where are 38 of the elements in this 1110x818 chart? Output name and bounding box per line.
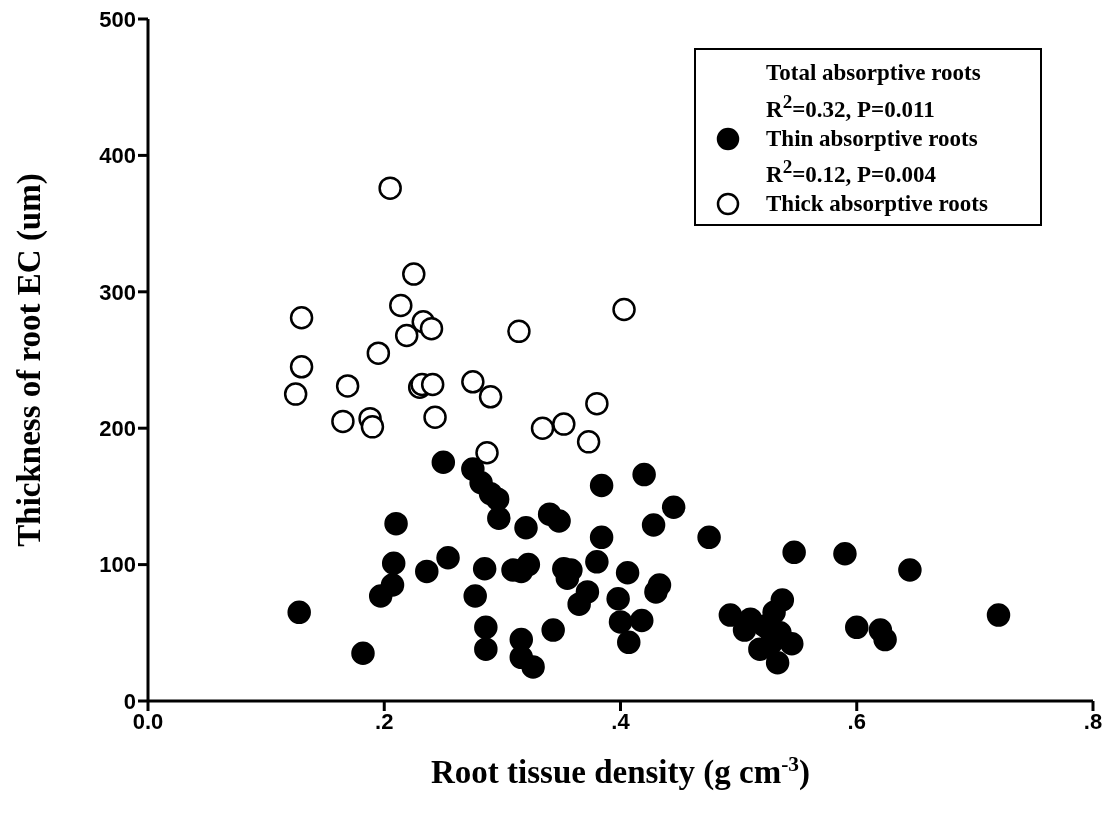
y-tick-label: 100 xyxy=(99,552,136,578)
point xyxy=(420,372,445,397)
x-tick-label: .4 xyxy=(611,708,631,734)
annotation: Total absorptive roots R$^{2}$=0.32, P=0.011 xyxy=(766,60,981,122)
point xyxy=(366,341,391,365)
point xyxy=(576,430,601,454)
y-tick-label: 500 xyxy=(99,6,136,32)
x-tick-label: .2 xyxy=(375,708,394,734)
point xyxy=(283,382,308,406)
point xyxy=(289,305,314,330)
point xyxy=(331,409,355,434)
x-tick-label: .6 xyxy=(847,708,866,734)
point xyxy=(389,293,413,318)
x-axis-title: Root tissue density (g cm$^{-3}$) xyxy=(430,752,811,791)
y-axis-title: Thickness of root EC (um) xyxy=(11,173,48,547)
annotation: R$^{2}$=0.12, P=0.004 xyxy=(766,156,936,188)
x-tick-label: .8 xyxy=(1083,708,1103,734)
point xyxy=(394,323,419,348)
y-tick-label: 200 xyxy=(99,416,136,442)
point xyxy=(585,391,609,416)
point xyxy=(335,374,360,398)
point xyxy=(360,415,385,439)
point xyxy=(402,262,426,286)
legend-label: Thick absorptive roots xyxy=(766,190,988,219)
point xyxy=(378,176,402,200)
point xyxy=(507,319,531,344)
point xyxy=(423,405,447,430)
point xyxy=(419,316,444,341)
y-tick-label: 300 xyxy=(99,279,136,305)
point xyxy=(478,385,503,409)
point xyxy=(475,441,499,465)
point xyxy=(612,297,636,322)
point xyxy=(530,416,555,440)
y-tick-label: 400 xyxy=(99,143,136,169)
point xyxy=(552,412,576,436)
legend-label: Thin absorptive roots xyxy=(766,124,978,153)
point xyxy=(461,370,485,394)
point xyxy=(289,355,314,379)
